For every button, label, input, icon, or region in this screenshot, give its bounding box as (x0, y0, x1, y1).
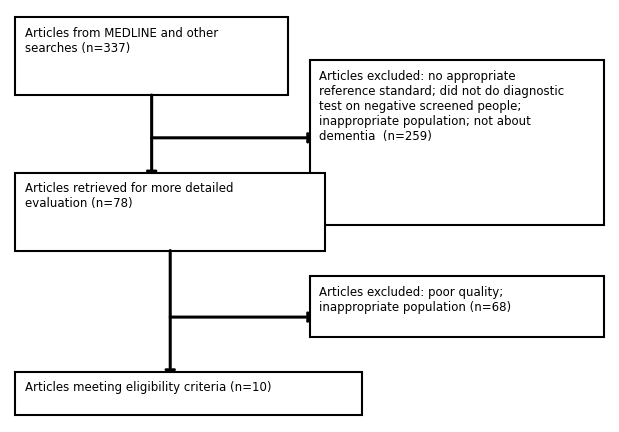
FancyBboxPatch shape (310, 60, 604, 225)
Text: Articles retrieved for more detailed
evaluation (n=78): Articles retrieved for more detailed eva… (25, 182, 233, 210)
Text: Articles excluded: no appropriate
reference standard; did not do diagnostic
test: Articles excluded: no appropriate refere… (319, 70, 564, 143)
FancyBboxPatch shape (15, 173, 325, 251)
FancyBboxPatch shape (15, 17, 288, 95)
FancyBboxPatch shape (310, 276, 604, 337)
Text: Articles meeting eligibility criteria (n=10): Articles meeting eligibility criteria (n… (25, 381, 271, 394)
Text: Articles from MEDLINE and other
searches (n=337): Articles from MEDLINE and other searches… (25, 27, 218, 55)
FancyBboxPatch shape (15, 372, 362, 415)
Text: Articles excluded: poor quality;
inappropriate population (n=68): Articles excluded: poor quality; inappro… (319, 286, 511, 314)
